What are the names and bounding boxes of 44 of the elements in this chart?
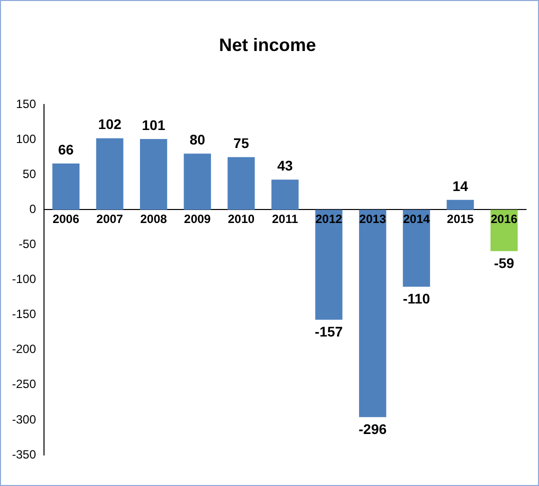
x-tick-label: 2006	[52, 212, 80, 226]
bar	[315, 210, 342, 320]
bar	[52, 163, 80, 210]
data-label: 14	[452, 178, 468, 194]
data-label: -110	[402, 290, 430, 307]
y-tick-label: -100	[12, 272, 36, 286]
y-tick-label: 0	[29, 202, 36, 216]
x-tick-label: 2013	[359, 212, 386, 226]
bar	[402, 210, 430, 287]
bar	[271, 180, 299, 210]
x-tick-label: 2011	[272, 212, 298, 226]
chart-title: Net income	[218, 34, 316, 55]
x-tick-label: 2014	[403, 212, 430, 226]
data-label: 75	[233, 135, 250, 152]
bar	[184, 154, 211, 210]
x-tick-label: 2007	[96, 212, 124, 226]
y-tick-label: -200	[12, 342, 36, 356]
y-tick-label: -300	[12, 412, 36, 426]
data-label: -59	[494, 254, 514, 271]
data-label: 102	[98, 116, 122, 132]
y-tick-label: -350	[12, 447, 36, 462]
data-label: 101	[142, 116, 166, 133]
x-tick-label: 2008	[140, 212, 168, 226]
data-label: -157	[314, 324, 344, 340]
bar	[446, 200, 474, 210]
bar	[96, 138, 124, 210]
y-tick-label: -150	[12, 307, 36, 322]
bar	[359, 210, 386, 418]
y-tick-label: 50	[22, 166, 36, 181]
bar	[140, 138, 168, 210]
data-label: 43	[277, 157, 294, 174]
data-label: 80	[190, 132, 206, 148]
x-tick-label: 2010	[228, 212, 255, 226]
y-tick-label: 100	[16, 132, 36, 146]
x-tick-label: 2016	[490, 212, 518, 226]
x-tick-label: 2015	[446, 212, 474, 226]
data-label: 66	[58, 141, 74, 158]
x-tick-label: 2009	[184, 212, 212, 226]
y-tick-label: 150	[16, 96, 36, 111]
y-tick-label: -250	[12, 377, 36, 392]
data-label: -296	[358, 421, 387, 438]
bar	[228, 157, 255, 210]
y-tick-label: -50	[18, 237, 36, 252]
x-tick-label: 2012	[315, 212, 342, 226]
